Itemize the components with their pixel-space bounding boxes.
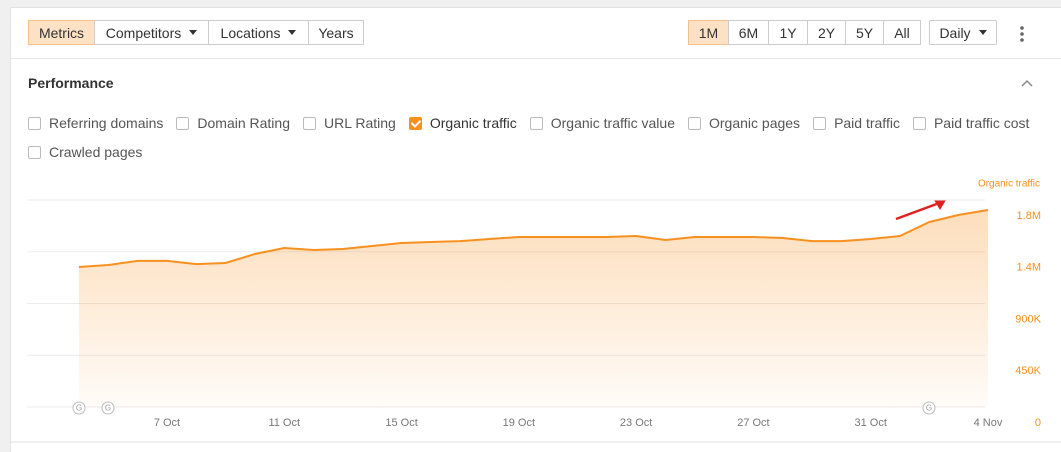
- y-tick-label: 1.8M: [1017, 210, 1041, 222]
- x-tick-label: 27 Oct: [737, 417, 769, 429]
- legend-entry: Organic traffic: [978, 179, 1040, 190]
- metric-checkbox[interactable]: Organic traffic value: [529, 113, 675, 133]
- checkbox: [176, 116, 190, 130]
- granularity-label: Daily: [939, 24, 971, 41]
- x-tick-label: 7 Oct: [154, 417, 180, 429]
- metric-label: Paid traffic cost: [933, 115, 1030, 131]
- checkbox: [529, 116, 543, 130]
- metric-label: Referring domains: [49, 115, 164, 131]
- google-update-marker: [101, 401, 115, 415]
- metric-checkbox[interactable]: Domain Rating: [176, 113, 290, 133]
- checkbox: [912, 116, 926, 130]
- annotation-arrow: [895, 200, 943, 221]
- google-update-icon: G: [76, 404, 82, 413]
- period-button[interactable]: All: [883, 20, 921, 45]
- panel-title: Performance: [28, 75, 114, 91]
- metric-checkbox[interactable]: Paid traffic cost: [912, 113, 1030, 133]
- line: [78, 209, 989, 268]
- area: [79, 210, 988, 407]
- metric-label: Paid traffic: [834, 115, 900, 131]
- checkbox: [303, 116, 316, 130]
- annotation-arrowhead: [934, 200, 946, 210]
- metric-label: Organic pages: [709, 115, 801, 131]
- metric-label: Domain Rating: [197, 115, 290, 131]
- y-tick-label: 0: [1035, 417, 1041, 429]
- checkbox: [408, 116, 422, 130]
- separator: [11, 58, 1061, 59]
- google-update-icon: G: [105, 404, 111, 413]
- dropdown-caret: [189, 30, 198, 35]
- period-button[interactable]: 5Y: [845, 20, 884, 45]
- checkbox: [28, 145, 41, 159]
- metric-checkbox[interactable]: Referring domains: [28, 113, 163, 133]
- x-tick-label: 23 Oct: [620, 417, 652, 429]
- x-tick-label: 31 Oct: [855, 417, 887, 429]
- checkbox: [813, 116, 827, 130]
- filter-label: Years: [318, 24, 354, 41]
- y-tick-label: 450K: [1015, 365, 1041, 377]
- metric-checkbox[interactable]: Organic traffic: [408, 113, 517, 133]
- metric-checkboxes: Referring domains Domain Rating URL Rating…: [28, 113, 1040, 162]
- y-tick-label: 900K: [1015, 313, 1041, 325]
- metric-checkbox[interactable]: Paid traffic: [813, 113, 900, 133]
- checkbox: [28, 116, 41, 130]
- metric-checkbox[interactable]: Crawled pages: [28, 142, 142, 162]
- dropdown-caret: [288, 30, 297, 35]
- granularity-dropdown[interactable]: Daily: [929, 20, 997, 45]
- google-update-marker: [922, 401, 936, 415]
- metric-checkbox[interactable]: Organic pages: [688, 113, 800, 133]
- filter-label: Competitors: [105, 24, 182, 41]
- filter-label: Locations: [220, 24, 281, 41]
- metric-label: URL Rating: [324, 115, 396, 131]
- metric-label: Organic traffic: [429, 115, 517, 131]
- filter-button[interactable]: Locations: [208, 20, 309, 45]
- y-tick-label: 1.4M: [1017, 262, 1041, 274]
- more-menu[interactable]: [1019, 25, 1025, 43]
- x-tick-label: 4 Nov: [974, 417, 1003, 429]
- filter-button[interactable]: Metrics: [28, 20, 95, 45]
- google-update-marker: [72, 401, 86, 415]
- filter-button[interactable]: Years: [308, 20, 364, 45]
- period-button[interactable]: 1M: [688, 20, 729, 45]
- filter-button[interactable]: Competitors: [94, 20, 209, 45]
- metric-label: Organic traffic value: [550, 115, 675, 131]
- filter-label: Metrics: [38, 24, 85, 41]
- collapse-icon[interactable]: [1021, 78, 1033, 88]
- metric-label: Crawled pages: [49, 144, 143, 160]
- google-update-icon: G: [926, 404, 932, 413]
- x-tick-label: 15 Oct: [385, 417, 417, 429]
- metric-checkbox[interactable]: URL Rating: [303, 113, 396, 133]
- x-tick-label: 19 Oct: [503, 417, 535, 429]
- x-tick-label: 11 Oct: [268, 417, 300, 429]
- period-button[interactable]: 2Y: [807, 20, 846, 45]
- checkbox: [688, 116, 701, 130]
- period-button[interactable]: 1Y: [768, 20, 808, 45]
- dropdown-caret: [978, 30, 987, 35]
